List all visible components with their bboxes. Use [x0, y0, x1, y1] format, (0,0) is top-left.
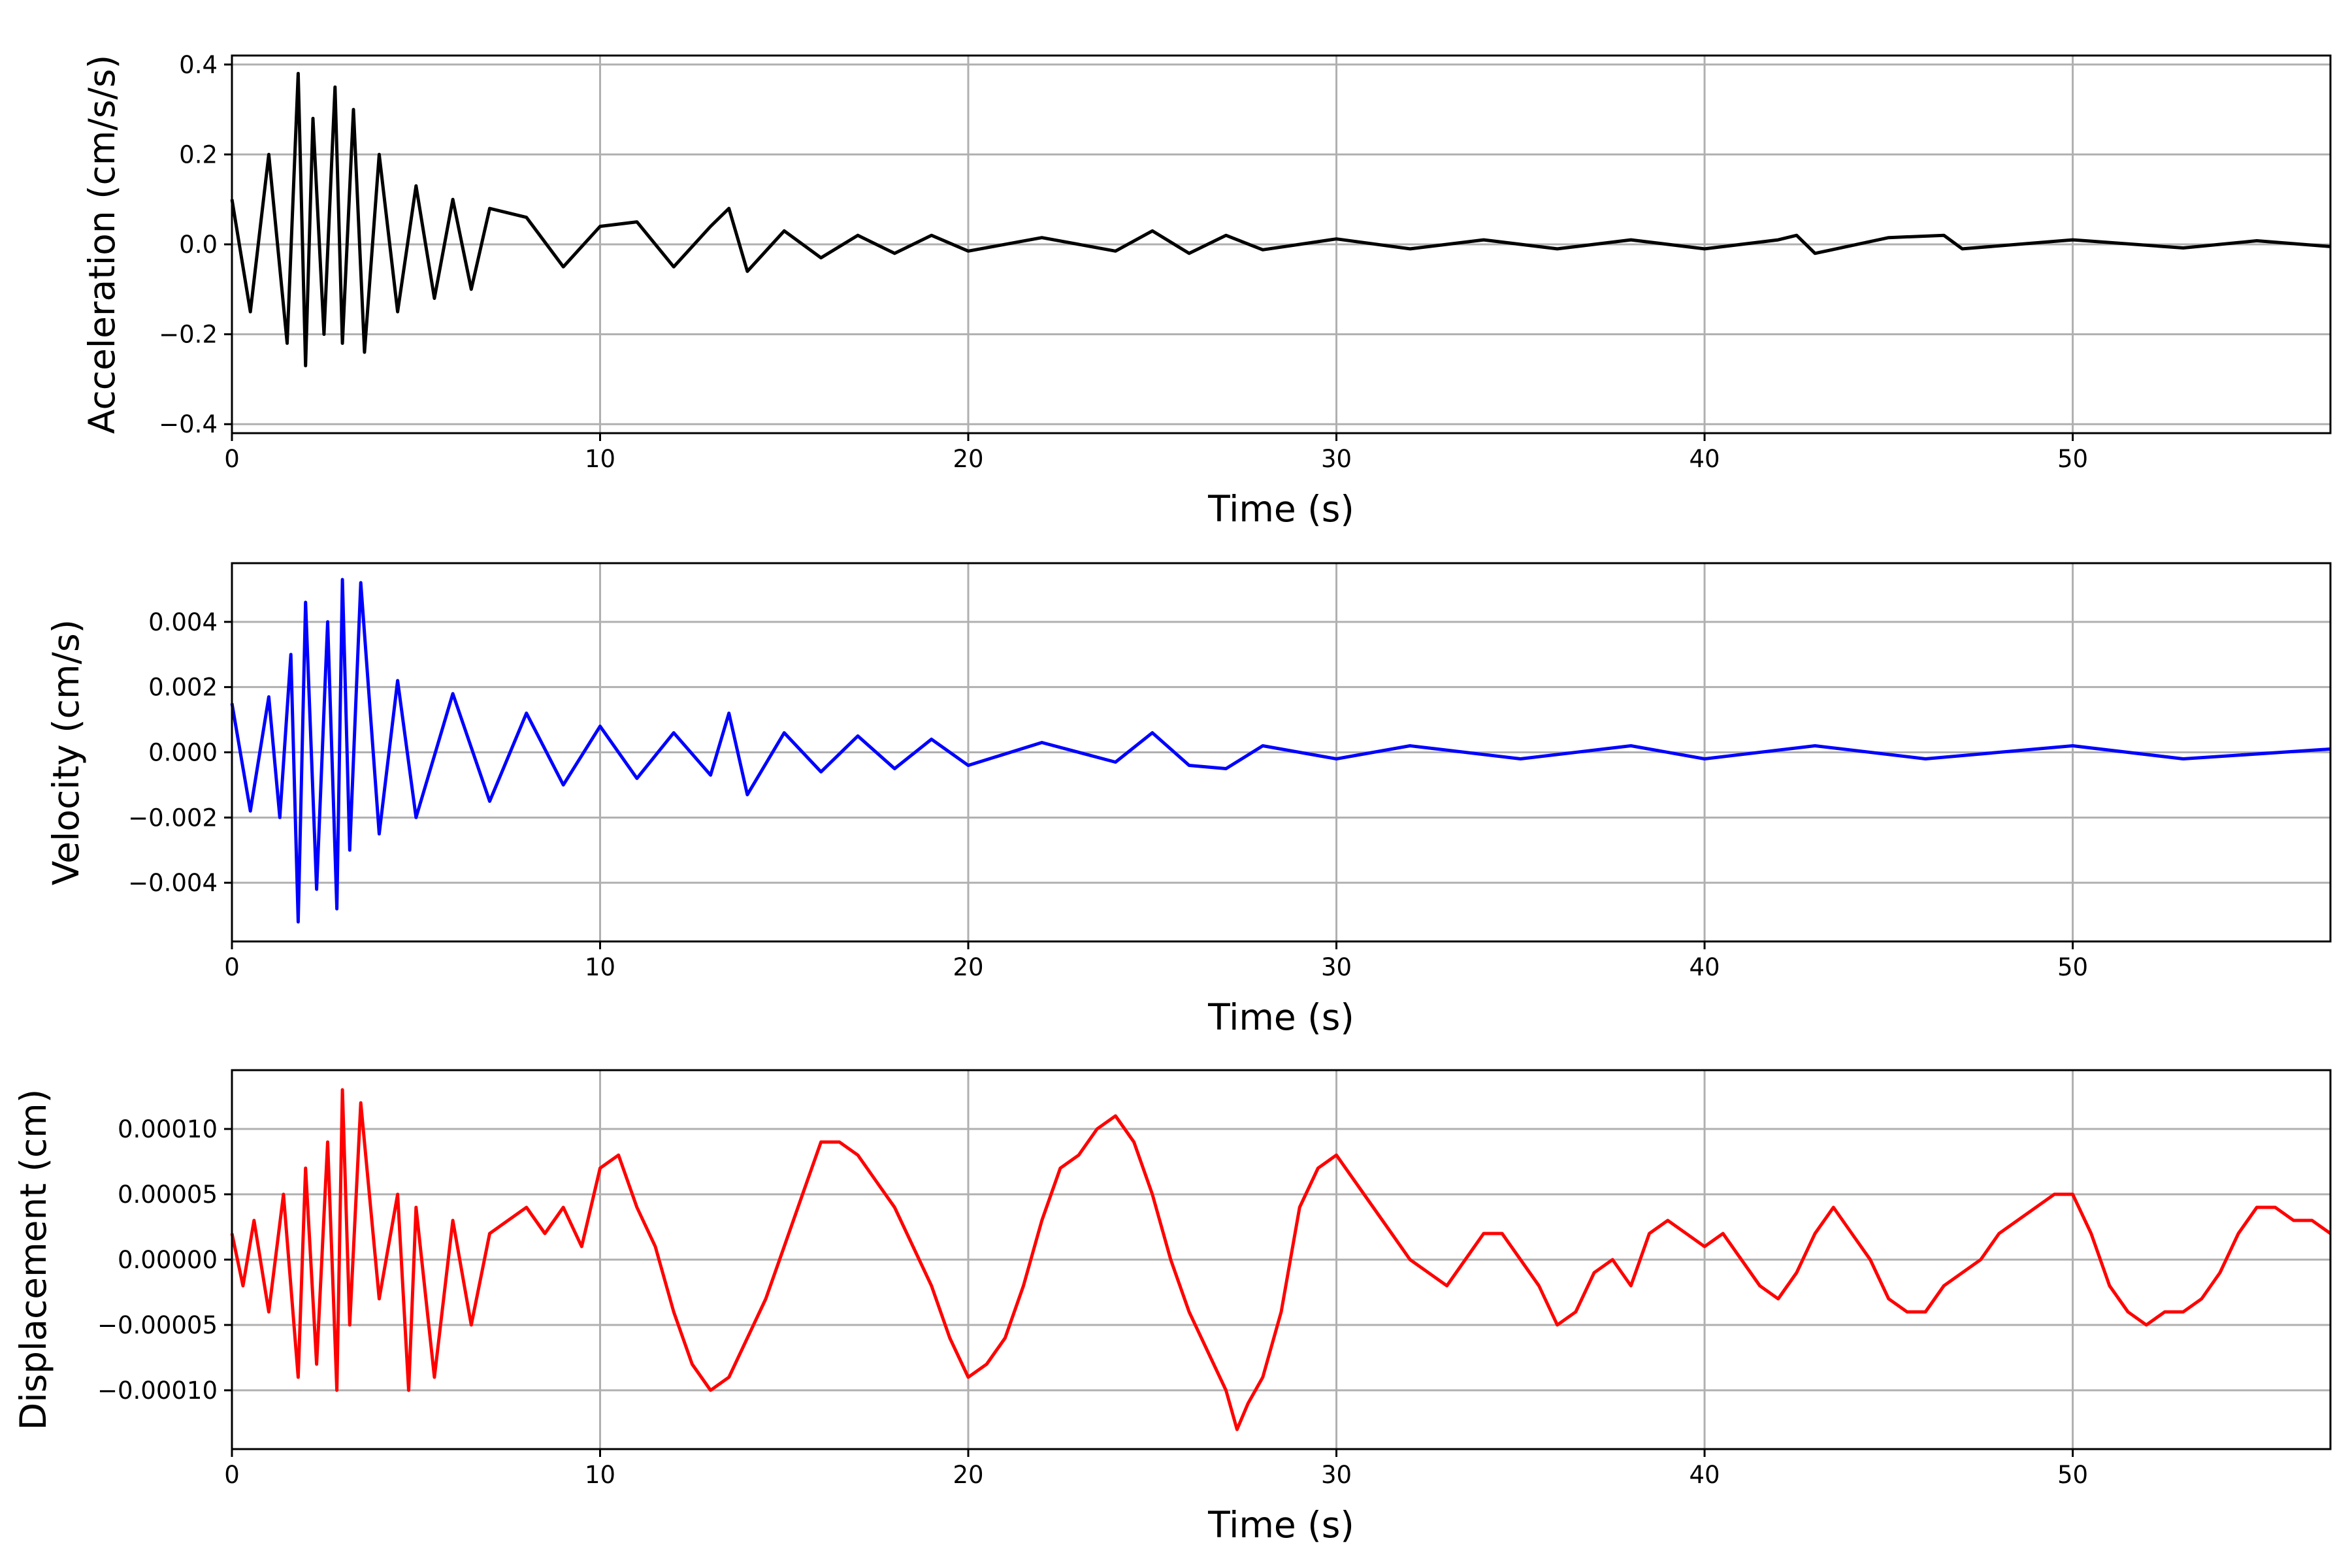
x-tick-label: 10 [585, 1461, 615, 1489]
acceleration-panel: 0 10 20 30 40 50 −0.4 −0.2 0.0 0.2 0.4 Time (s) Acce… [81, 51, 2332, 530]
x-tick-label: 30 [1321, 445, 1352, 473]
y-axis-label: Displacement (cm) [12, 1089, 54, 1430]
x-tick-label: 40 [1689, 445, 1720, 473]
x-tick-label: 30 [1321, 953, 1352, 981]
x-tick-label: 0 [224, 445, 240, 473]
y-tick-label: 0.00000 [118, 1246, 218, 1274]
y-tick-label: 0.00005 [118, 1181, 218, 1209]
acceleration-series-line [230, 72, 2331, 368]
y-tick-label: 0.00010 [118, 1115, 218, 1143]
x-tick-label: 40 [1689, 1461, 1720, 1489]
y-tick-label: 0.2 [179, 140, 218, 169]
x-tick-label: 50 [2057, 1461, 2088, 1489]
y-tick-label: −0.004 [128, 869, 218, 897]
x-tick-label: 10 [585, 953, 615, 981]
x-tick-label: 50 [2057, 445, 2088, 473]
x-tick-label: 20 [953, 953, 983, 981]
y-tick-label: −0.002 [128, 804, 218, 832]
x-tick-label: 0 [224, 1461, 240, 1489]
y-tick-label: 0.004 [148, 608, 218, 636]
x-tick-label: 20 [953, 445, 983, 473]
x-axis-label: Time (s) [1207, 996, 1354, 1038]
x-axis-label: Time (s) [1207, 488, 1354, 530]
y-axis-label: Velocity (cm/s) [45, 619, 87, 885]
y-tick-label: −0.4 [159, 410, 218, 438]
x-tick-label: 30 [1321, 1461, 1352, 1489]
x-tick-label: 0 [224, 953, 240, 981]
y-tick-label: −0.00010 [97, 1377, 218, 1405]
y-tick-label: 0.000 [148, 739, 218, 767]
y-tick-label: 0.4 [179, 51, 218, 79]
y-tick-label: −0.00005 [97, 1311, 218, 1339]
x-tick-label: 50 [2057, 953, 2088, 981]
y-tick-label: −0.2 [159, 321, 218, 349]
y-tick-label: 0.0 [179, 231, 218, 259]
velocity-series-line [230, 578, 2331, 924]
x-axis-label: Time (s) [1207, 1504, 1354, 1546]
displacement-series-line [230, 1088, 2332, 1431]
x-tick-label: 10 [585, 445, 615, 473]
displacement-panel: 0 10 20 30 40 50 −0.00010 −0.00005 0.00000 0.0000… [12, 1069, 2332, 1546]
x-tick-label: 20 [953, 1461, 983, 1489]
y-tick-label: 0.002 [148, 674, 218, 702]
x-tick-label: 40 [1689, 953, 1720, 981]
velocity-panel: 0 10 20 30 40 50 −0.004 −0.002 0.000 0.002 0.004 Ti… [45, 562, 2332, 1038]
y-axis-label: Acceleration (cm/s/s) [81, 55, 123, 434]
